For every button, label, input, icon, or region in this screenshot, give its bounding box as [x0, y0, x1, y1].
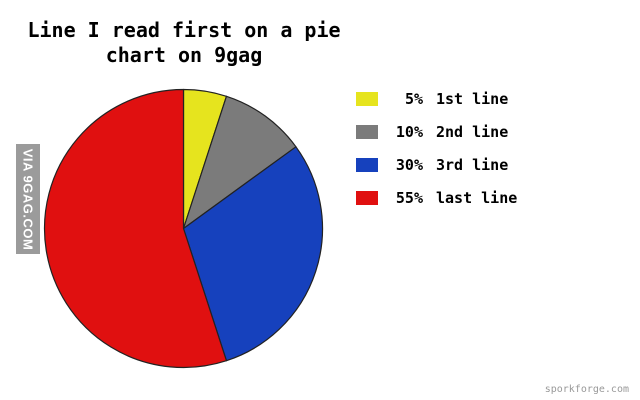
legend-label: last line: [436, 188, 518, 207]
legend-item: 5% 1st line: [356, 89, 517, 108]
legend-label: 2nd line: [436, 122, 509, 141]
legend-swatch-gray: [356, 124, 378, 139]
legend-swatch-blue: [356, 157, 378, 172]
pie-slice: [43, 88, 228, 369]
legend-percent: 10%: [395, 122, 423, 141]
legend-item: 55% last line: [356, 188, 518, 207]
legend-percent: 30%: [395, 155, 423, 174]
legend-label: 3rd line: [436, 155, 509, 174]
legend-percent: 5%: [404, 89, 423, 108]
sporkforge-credit: sporkforge.com: [544, 384, 629, 395]
legend-item: 30% 3rd line: [356, 155, 517, 174]
9gag-watermark-text: VIA 9GAG.COM: [20, 148, 36, 250]
legend-label: 1st line: [436, 89, 509, 108]
legend-swatch-yellow: [356, 91, 378, 106]
chart-title-line1: Line I read first on a pie: [27, 18, 341, 42]
9gag-watermark: VIA 9GAG.COM: [16, 144, 40, 254]
pie-slice: [182, 146, 324, 362]
legend-percent: 55%: [395, 188, 423, 207]
legend-swatch-red: [356, 190, 378, 205]
pie-slice: [182, 95, 297, 230]
pie-chart: [43, 88, 324, 369]
pie-svg: [43, 88, 324, 369]
chart-title: Line I read first on a pie chart on 9gag: [0, 18, 368, 68]
legend: 5% 1st line 10% 2nd line 30% 3rd line 55…: [356, 89, 518, 223]
legend-item: 10% 2nd line: [356, 122, 517, 141]
chart-title-line2: chart on 9gag: [105, 43, 263, 67]
